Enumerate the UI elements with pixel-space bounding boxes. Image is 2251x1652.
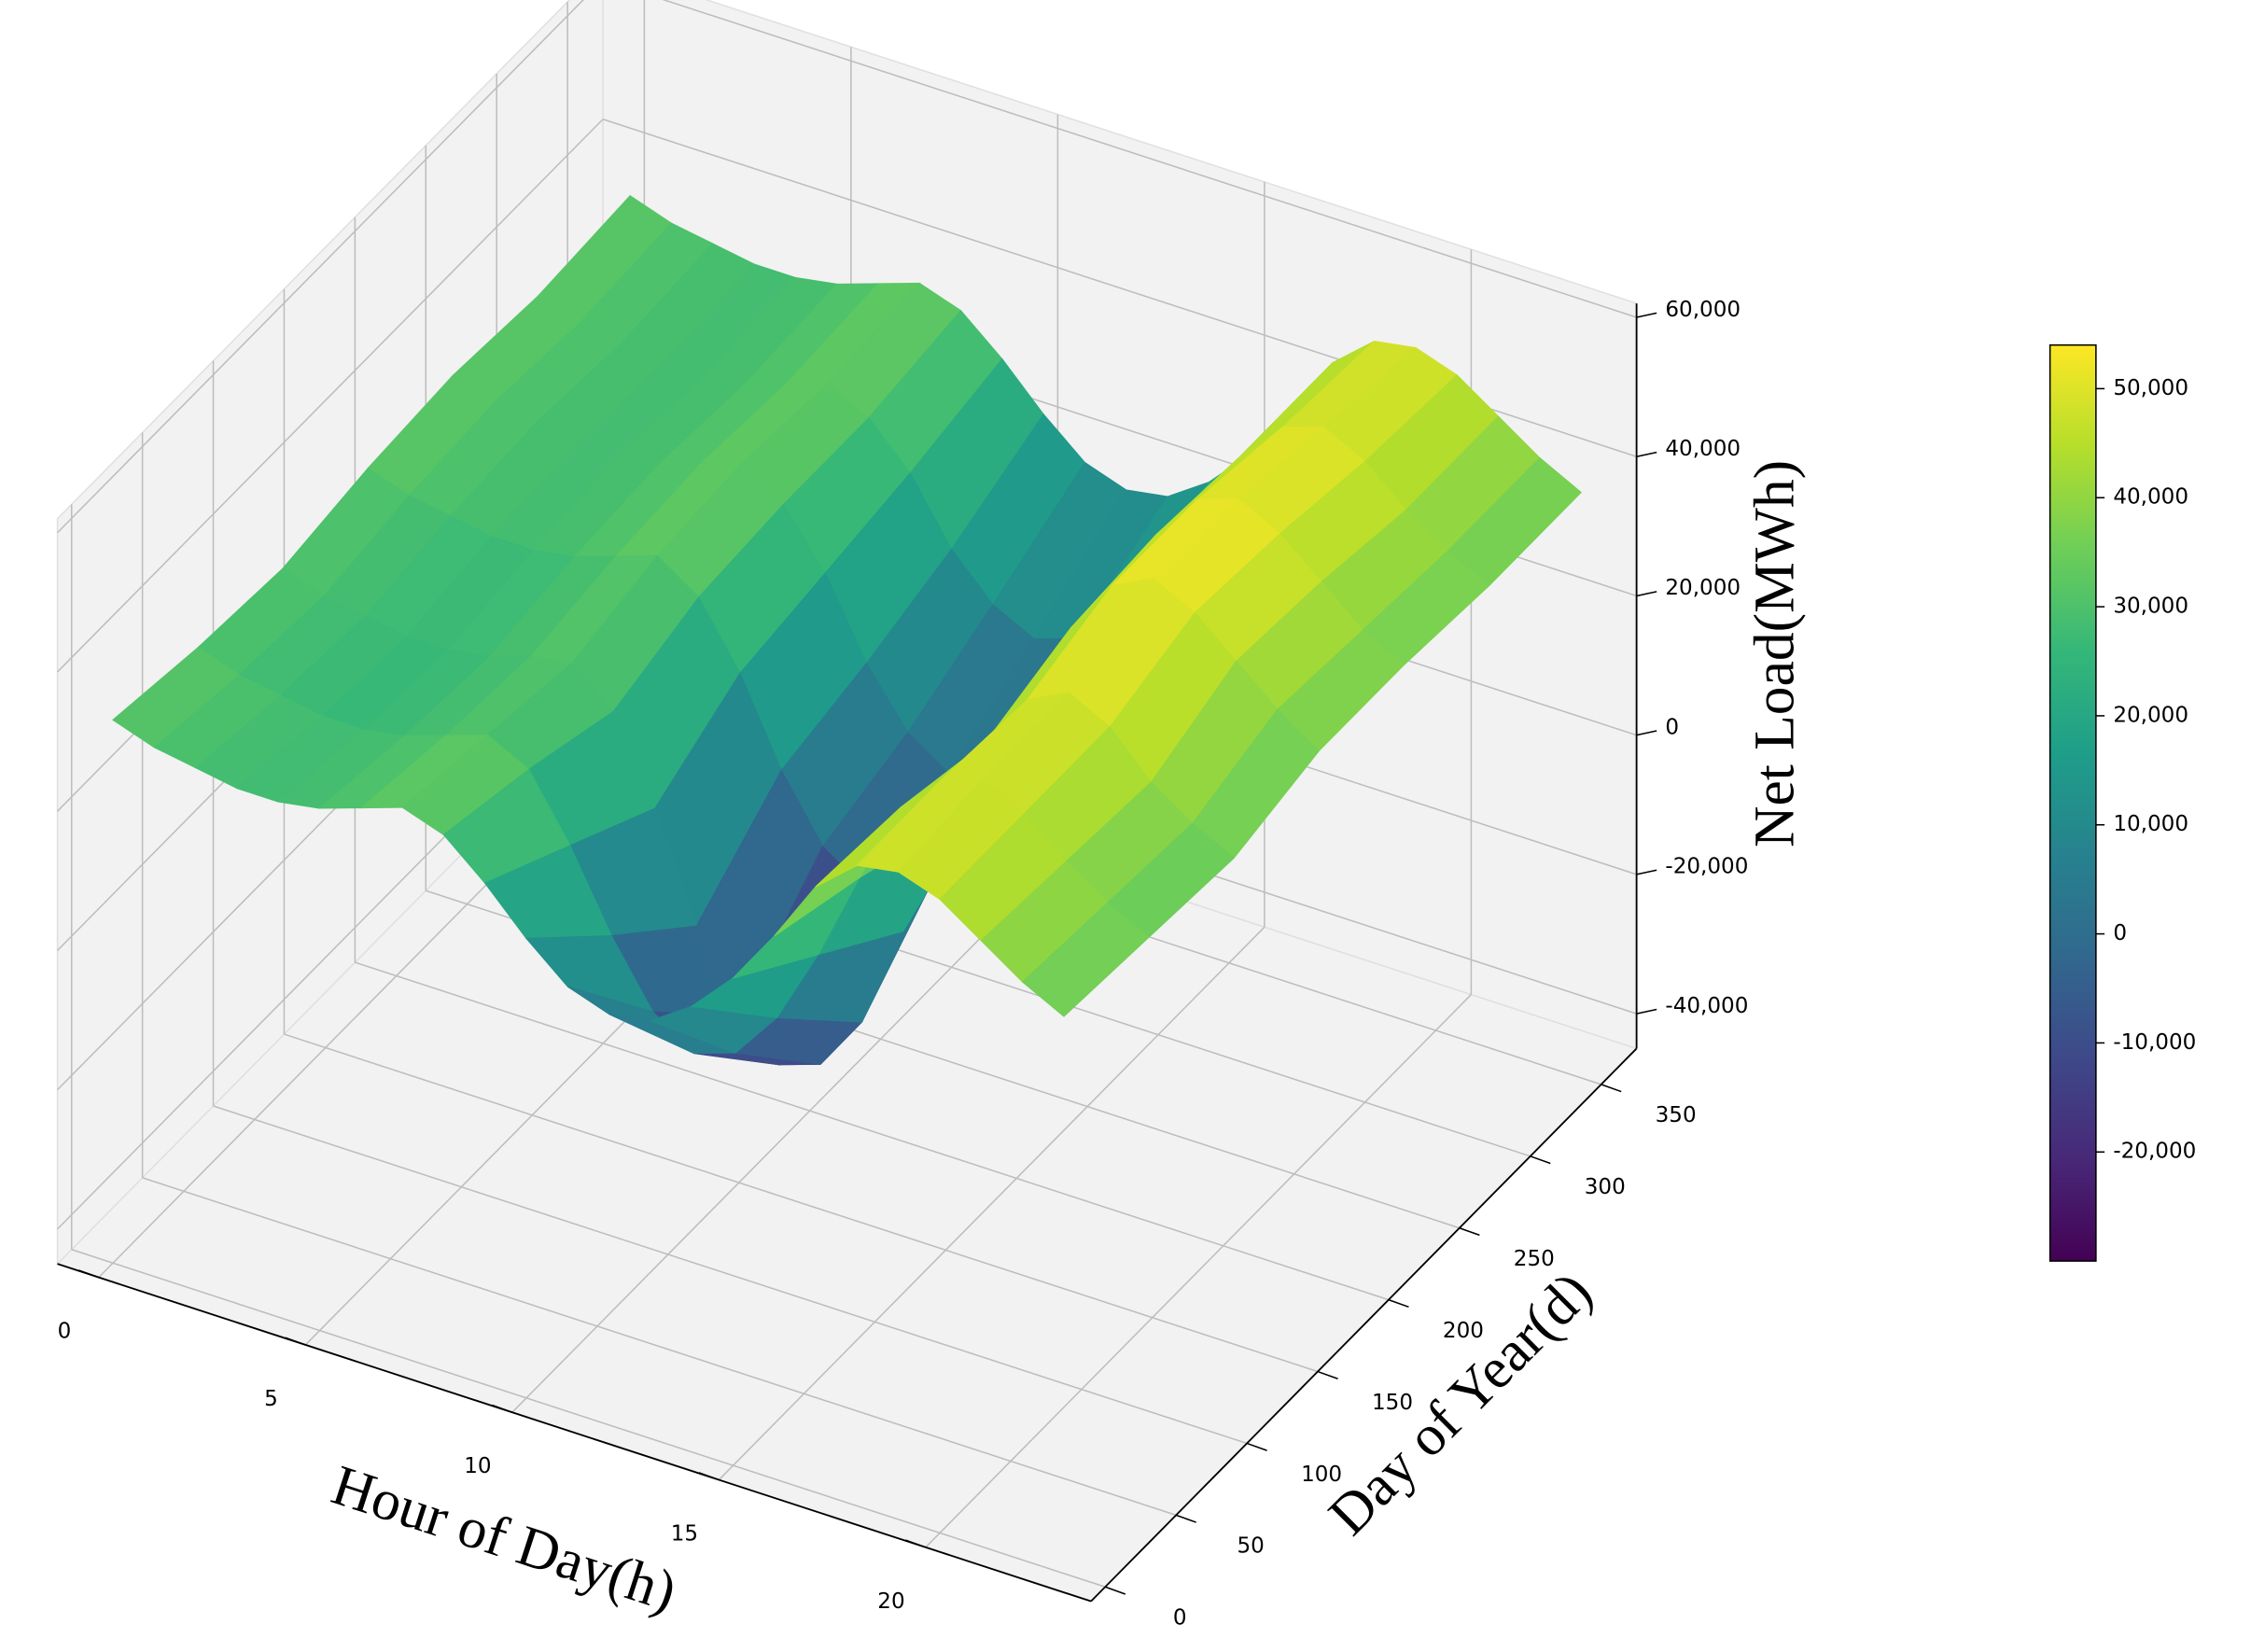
colorbar-tick-label: -10,000 — [2113, 1030, 2196, 1055]
colorbar-tick-label: 10,000 — [2113, 812, 2188, 836]
axis-line — [1090, 1047, 1638, 1603]
y-tick-label: 300 — [1585, 1175, 1626, 1199]
x-tick-label: 20 — [877, 1589, 904, 1614]
grid-line — [511, 859, 1058, 1413]
z-tick-label: 0 — [1665, 715, 1679, 739]
surface — [112, 195, 1582, 1066]
z-tick-label: 40,000 — [1665, 437, 1741, 461]
y-tick — [1246, 1442, 1267, 1451]
z-tick-label: 60,000 — [1665, 298, 1741, 322]
grid-line — [71, 1249, 1106, 1589]
grid-line — [925, 994, 1472, 1548]
y-tick-label: 100 — [1301, 1463, 1342, 1487]
y-tick — [1105, 1586, 1126, 1595]
grid-line — [56, 0, 584, 534]
x-axis-label: Hour of Day(h) — [325, 1453, 684, 1624]
y-tick — [1601, 1084, 1622, 1093]
x-tick-label: 15 — [671, 1521, 698, 1546]
y-tick — [1175, 1514, 1196, 1523]
z-tick — [1636, 869, 1657, 875]
colorbar: -20,000 -10,000 0 10,000 20,000 30,000 40,000 5… — [2048, 343, 2196, 1262]
colorbar-tick-label: 0 — [2113, 921, 2127, 945]
y-tick-label: 200 — [1443, 1319, 1484, 1343]
y-tick-label: 350 — [1656, 1103, 1697, 1127]
colorbar-tick-label: 30,000 — [2113, 595, 2188, 619]
y-tick — [1459, 1226, 1480, 1237]
y-tick — [1530, 1155, 1551, 1165]
x-tick-label: 10 — [464, 1454, 491, 1478]
surface-patch — [1021, 902, 1151, 1017]
colorbar-tick-label: -20,000 — [2113, 1140, 2196, 1164]
y-tick — [1388, 1298, 1409, 1309]
z-tick — [1636, 591, 1657, 597]
z-tick — [1636, 312, 1657, 318]
z-tick-label: -40,000 — [1665, 994, 1748, 1018]
colorbar-tick-label: 50,000 — [2113, 376, 2188, 400]
grid-line — [662, 0, 1637, 318]
colorbar-tick-label: 40,000 — [2113, 485, 2188, 510]
y-tick-label: 250 — [1514, 1247, 1555, 1271]
z-tick — [1636, 1008, 1657, 1015]
x-tick-label: 5 — [264, 1387, 278, 1411]
y-tick-label: 0 — [1173, 1606, 1187, 1631]
grid-line — [56, 119, 604, 673]
y-tick-label: 150 — [1372, 1391, 1413, 1415]
grid-line — [718, 926, 1265, 1481]
colorbar-tick-label: 20,000 — [2113, 703, 2188, 727]
x-tick-label: 0 — [58, 1320, 72, 1344]
grid-line — [355, 961, 1390, 1301]
z-tick — [1636, 451, 1657, 457]
axis-line — [57, 1263, 1092, 1603]
grid-line — [142, 1177, 1177, 1517]
z-tick — [1636, 730, 1657, 736]
colorbar-scale — [2048, 343, 2097, 1262]
axes: 05101520050100150200250300350-40,000-20,… — [57, 298, 1748, 1631]
grid-line — [213, 1105, 1248, 1445]
z-tick-label: -20,000 — [1665, 855, 1748, 879]
grid-line — [284, 1033, 1319, 1373]
z-tick-label: 20,000 — [1665, 576, 1741, 600]
z-axis-label: Net Load(MWh) — [1743, 460, 1807, 847]
y-tick-label: 50 — [1237, 1534, 1264, 1559]
y-tick — [1317, 1370, 1338, 1379]
